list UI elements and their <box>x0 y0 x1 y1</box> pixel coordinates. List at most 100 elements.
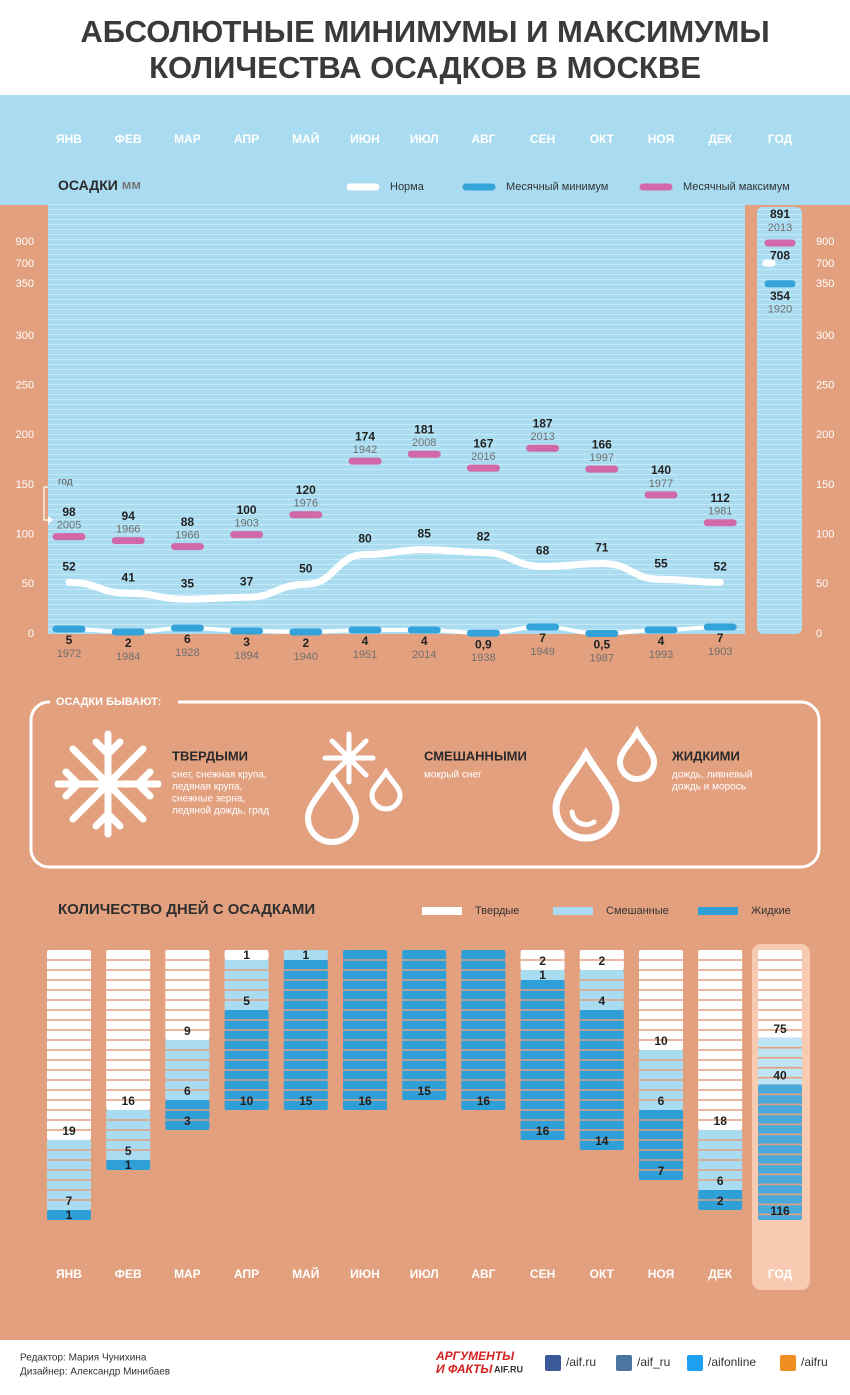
max-year: 1977 <box>649 478 673 490</box>
type-name: ЖИДКИМИ <box>671 748 740 763</box>
segment-label: 14 <box>595 1134 609 1148</box>
segment-label: 16 <box>122 1094 136 1108</box>
min-year: 1987 <box>590 652 614 664</box>
segment-label: 18 <box>714 1114 728 1128</box>
legend-label: Месячный максимум <box>683 181 790 193</box>
min-label: 3 <box>243 635 250 649</box>
social[interactable]: /aif_ru <box>637 1355 670 1369</box>
y-tick-label: 200 <box>16 429 34 441</box>
segment-label: 5 <box>243 994 250 1008</box>
segment-label: 16 <box>358 1094 372 1108</box>
min-year: 1938 <box>471 652 495 664</box>
min-label: 7 <box>717 631 724 645</box>
norm-label: 35 <box>181 576 195 590</box>
month-label: ОКТ <box>590 132 615 146</box>
title-line: КОЛИЧЕСТВА ОСАДКОВ В МОСКВЕ <box>149 50 701 85</box>
type-name: СМЕШАННЫМИ <box>424 748 527 763</box>
segment-label: 15 <box>418 1084 432 1098</box>
max-year: 1966 <box>175 529 199 541</box>
norm-label: 82 <box>477 530 491 544</box>
segment-label: 7 <box>658 1164 665 1178</box>
month-label: ИЮН <box>350 132 380 146</box>
max-label: 140 <box>651 463 671 477</box>
min-year: 1903 <box>708 646 732 658</box>
bar-segment <box>106 1110 151 1160</box>
segment-label: 19 <box>62 1124 76 1138</box>
y-tick-label: 700 <box>16 258 34 270</box>
segment-label: 1 <box>66 1208 73 1222</box>
y-tick-label: 50 <box>22 578 34 590</box>
header-bg <box>0 0 850 95</box>
month-label: ФЕВ <box>115 1267 142 1281</box>
bar-segment <box>165 1100 210 1130</box>
month-label: АВГ <box>471 132 495 146</box>
max-label: 166 <box>592 437 612 451</box>
y-label: Осадки <box>58 177 118 193</box>
segment-label: 3 <box>184 1114 191 1128</box>
month-label: ИЮЛ <box>410 132 439 146</box>
y-tick-label: 350 <box>816 278 834 290</box>
norm-label: 71 <box>595 541 609 555</box>
month-label: ОКТ <box>590 1267 615 1281</box>
ok-icon <box>780 1355 796 1371</box>
y-tick-label: 0 <box>816 628 822 640</box>
type-name: ТВЕРДЫМИ <box>172 748 248 763</box>
segment-label: 1 <box>243 948 250 962</box>
type-desc: мокрый снег <box>424 770 482 781</box>
segment-label: 10 <box>240 1094 254 1108</box>
y-tick-label: 0 <box>28 628 34 640</box>
month-label: ЯНВ <box>56 1267 82 1281</box>
type-desc: ледяная крупа, <box>172 782 242 793</box>
title-line: АБСОЛЮТНЫЕ МИНИМУМЫ И МАКСИМУМЫ <box>80 14 769 49</box>
month-label: ИЮЛ <box>410 1267 439 1281</box>
month-label: НОЯ <box>648 1267 674 1281</box>
segment-label: 16 <box>477 1094 491 1108</box>
max-year: 1903 <box>234 518 258 530</box>
month-label: МАЙ <box>292 131 319 146</box>
y-tick-label: 300 <box>816 330 834 342</box>
min-year: 1940 <box>294 651 318 663</box>
month-label: АПР <box>234 132 259 146</box>
top-band <box>0 95 850 210</box>
annual-max-label: 891 <box>770 207 790 221</box>
social[interactable]: /aif.ru <box>566 1355 596 1369</box>
segment-label: 75 <box>773 1022 787 1036</box>
snowflake-icon <box>54 730 162 838</box>
bar-segment <box>165 950 210 1040</box>
norm-label: 85 <box>418 527 432 541</box>
types-box <box>29 700 821 869</box>
norm-label: 68 <box>536 544 550 558</box>
segment-label: 16 <box>536 1124 550 1138</box>
y-unit: мм <box>122 177 141 192</box>
min-year: 1993 <box>649 649 673 661</box>
bar-segment <box>520 970 565 980</box>
min-label: 4 <box>362 634 369 648</box>
bar-segment <box>47 950 91 1140</box>
y-tick-label: 300 <box>16 330 34 342</box>
min-year: 1894 <box>234 650 258 662</box>
segment-label: 6 <box>658 1094 665 1108</box>
norm-line <box>65 546 724 603</box>
max-label: 94 <box>122 509 136 523</box>
y-tick-label: 900 <box>816 236 834 248</box>
bar-segment <box>106 1160 151 1170</box>
segment-label: 6 <box>184 1084 191 1098</box>
min-year: 1972 <box>57 648 81 660</box>
social[interactable]: /aifonline <box>708 1355 756 1369</box>
annual-norm-label: 708 <box>770 248 790 262</box>
bar-segment <box>224 960 269 1010</box>
month-label: ДЕК <box>708 1267 733 1281</box>
min-label: 7 <box>539 631 546 645</box>
social[interactable]: /aifru <box>801 1355 828 1369</box>
bar-segment <box>224 950 269 960</box>
vk-icon <box>616 1355 632 1371</box>
logo: АРГУМЕНТЫ <box>435 1349 515 1363</box>
segment-label: 9 <box>184 1024 191 1038</box>
annotation-arrow <box>48 516 53 524</box>
month-label: ЯНВ <box>56 132 82 146</box>
month-label: МАР <box>174 132 201 146</box>
segment-label: 1 <box>539 968 546 982</box>
bar-segment <box>758 1084 802 1220</box>
max-label: 181 <box>414 422 434 436</box>
